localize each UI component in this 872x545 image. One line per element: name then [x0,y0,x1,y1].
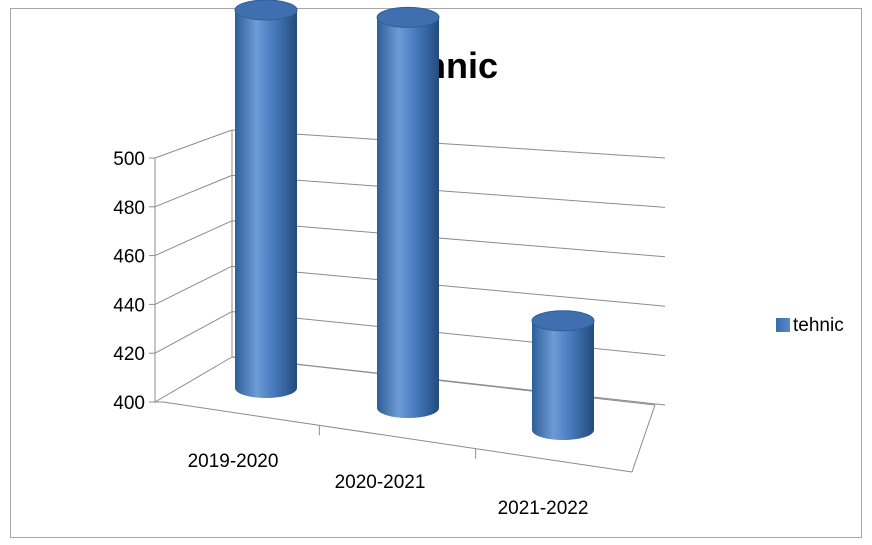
legend-label: tehnic [793,315,844,336]
bars [234,0,595,440]
side-gridline [154,265,233,305]
bar-top [234,0,298,21]
back-gridline [231,129,666,159]
x-category-label: 2021-2022 [498,498,589,519]
y-tick-label: 500 [113,149,145,170]
back-gridline [231,174,666,208]
x-axis-line [162,401,633,473]
y-tick-label: 480 [113,198,145,219]
side-gridline [154,311,233,354]
y-tick-label: 440 [113,295,145,316]
plot-area [149,129,666,473]
bar-top [376,6,440,28]
legend-swatch [776,318,790,332]
bar-body [377,17,439,419]
side-gridline [154,129,233,159]
bar [234,0,298,398]
y-axis-tick-labels: 400 420 440 460 480 500 [113,149,145,414]
side-gridline [154,220,233,257]
x-category-label: 2019-2020 [188,451,279,472]
bar-body [532,320,594,440]
bar-body [235,10,297,398]
legend: tehnic [776,315,844,336]
back-gridline [231,220,666,258]
y-tick-label: 460 [113,247,145,268]
bar [531,310,595,440]
side-gridline [154,174,233,208]
x-category-label: 2020-2021 [335,472,426,493]
y-tick-label: 420 [113,344,145,365]
side-gridline [154,356,233,403]
bar-top [531,310,595,332]
back-gridline [231,265,666,307]
y-tick-label: 400 [113,393,145,414]
bar [376,6,440,419]
x-axis-category-labels: 2019-2020 2020-2021 2021-2022 [188,451,589,519]
floor-edge [631,404,656,473]
